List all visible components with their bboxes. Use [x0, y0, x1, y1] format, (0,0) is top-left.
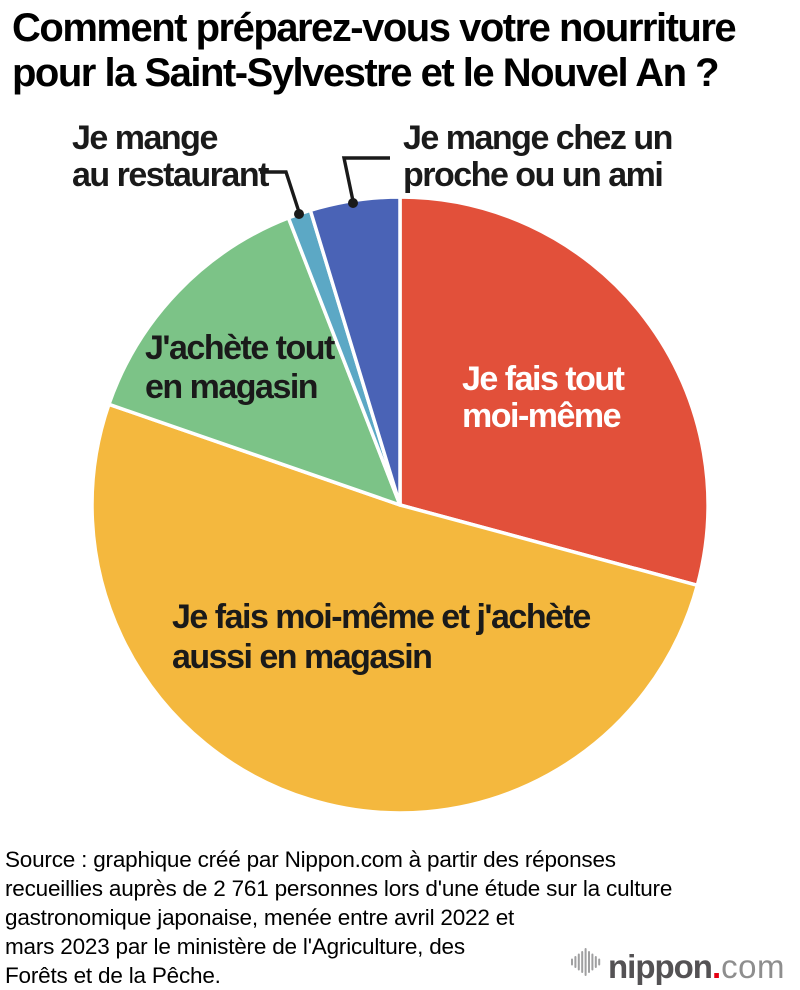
- leader-lines: [260, 156, 390, 219]
- label-magasin: J'achète tout en magasin: [145, 329, 335, 407]
- nippon-logo-tld: com: [721, 948, 785, 985]
- leader-line-proche: [341, 156, 390, 202]
- label-proche: Je mange chez un proche ou un ami: [403, 119, 673, 194]
- nippon-logo: nippon . com: [571, 941, 785, 983]
- source-line: recueillies auprès de 2 761 personnes lo…: [5, 876, 673, 901]
- chart-title-line2: pour la Saint-Sylvestre et le Nouvel An …: [12, 51, 720, 95]
- pie-slice-2: [90, 402, 700, 815]
- label-restaurant: Je mange au restaurant: [72, 119, 269, 194]
- label-restaurant-line2: au restaurant: [72, 156, 269, 194]
- label-magasin-line2: en magasin: [145, 368, 319, 406]
- nippon-logo-name: nippon: [608, 948, 713, 985]
- pie-slice-3: [107, 216, 402, 507]
- label-magasin-line1: J'achète tout: [145, 329, 335, 367]
- label-moimeme: Je fais tout moi-même: [462, 360, 625, 435]
- chart-title-line1: Comment préparez-vous votre nourriture: [12, 6, 737, 50]
- label-restaurant-line1: Je mange: [72, 119, 218, 157]
- leader-line-restaurant: [260, 170, 301, 213]
- pie-slices: [90, 195, 710, 815]
- label-mixte: Je fais moi-même et j'achète aussi en ma…: [172, 597, 591, 677]
- source-line: gastronomique japonaise, menée entre avr…: [5, 905, 515, 930]
- label-moimeme-line1: Je fais tout: [462, 360, 625, 398]
- source-note: Source : graphique créé par Nippon.com à…: [5, 845, 765, 990]
- source-line: Forêts et de la Pêche.: [5, 963, 221, 988]
- nippon-logo-dot: .: [711, 948, 722, 985]
- leader-dot-proche: [348, 198, 358, 208]
- leader-dot-restaurant: [294, 209, 304, 219]
- nippon-logo-bars-icon: [571, 948, 601, 976]
- label-moimeme-line2: moi-même: [462, 397, 622, 435]
- label-mixte-line1: Je fais moi-même et j'achète: [172, 598, 591, 636]
- source-line: mars 2023 par le ministère de l'Agricult…: [5, 934, 465, 959]
- label-proche-line1: Je mange chez un: [403, 119, 673, 157]
- source-line: Source : graphique créé par Nippon.com à…: [5, 847, 616, 872]
- label-mixte-line2: aussi en magasin: [172, 638, 433, 676]
- label-proche-line2: proche ou un ami: [403, 156, 664, 194]
- chart-title: Comment préparez-vous votre nourriture p…: [12, 6, 796, 96]
- pie-slice-1: [398, 195, 710, 588]
